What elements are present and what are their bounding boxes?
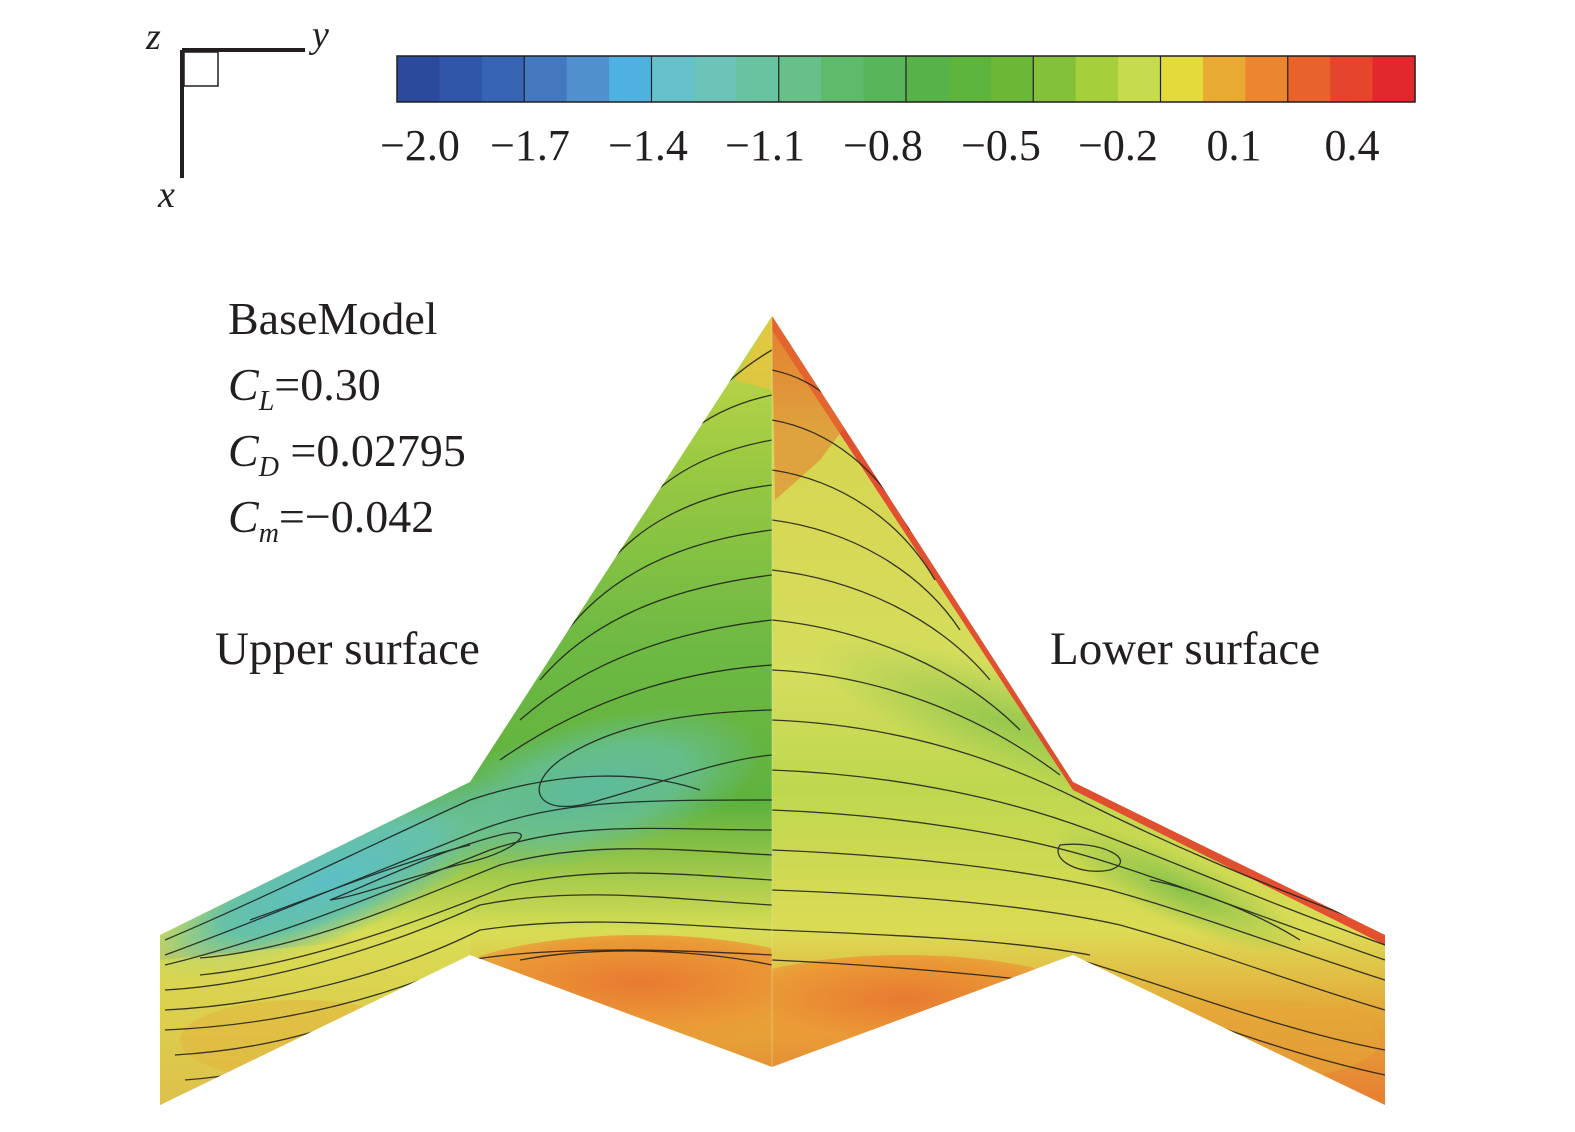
axis-triad bbox=[180, 48, 305, 178]
colorbar-frame bbox=[396, 55, 1416, 103]
lower-surface-label: Lower surface bbox=[1050, 623, 1321, 675]
moment-coefficient: Cm=−0.042 bbox=[228, 494, 434, 548]
colorbar-swatch bbox=[906, 56, 950, 102]
colorbar-swatch bbox=[1033, 56, 1077, 102]
colorbar-tick-label: −1.1 bbox=[725, 121, 805, 170]
colorbar-tick-label: 0.1 bbox=[1206, 121, 1262, 170]
drag-coefficient-symbol: C bbox=[228, 425, 259, 476]
moment-coefficient-subscript: m bbox=[258, 518, 279, 549]
drag-coefficient-subscript: D bbox=[258, 452, 279, 483]
colorbar-swatch bbox=[693, 56, 737, 102]
colorbar-swatch bbox=[566, 56, 610, 102]
axis-label-x: x bbox=[158, 174, 175, 216]
lower-surface-half bbox=[772, 316, 1385, 1105]
colorbar-swatch bbox=[1245, 56, 1289, 102]
colorbar-swatch bbox=[1330, 56, 1374, 102]
colorbar-swatch bbox=[1075, 56, 1119, 102]
colorbar-tick-label: −0.2 bbox=[1078, 121, 1158, 170]
upper-surface-half bbox=[160, 316, 772, 1105]
axis-label-y: y bbox=[312, 14, 329, 56]
colorbar-swatch bbox=[821, 56, 865, 102]
drag-coefficient-value: =0.02795 bbox=[278, 425, 466, 476]
axis-label-z: z bbox=[146, 16, 161, 58]
colorbar-swatch bbox=[863, 56, 907, 102]
colorbar bbox=[396, 55, 1416, 103]
colorbar-swatch bbox=[524, 56, 568, 102]
colorbar-tick-label: 0.4 bbox=[1324, 121, 1380, 170]
colorbar-tick-label: −0.8 bbox=[843, 121, 923, 170]
colorbar-swatch bbox=[481, 56, 525, 102]
colorbar-swatch bbox=[439, 56, 483, 102]
colorbar-tick-label: −2.0 bbox=[380, 121, 460, 170]
colorbar-swatch bbox=[1118, 56, 1162, 102]
colorbar-tick-label: −1.4 bbox=[608, 121, 688, 170]
colorbar-swatch bbox=[990, 56, 1034, 102]
colorbar-swatch bbox=[736, 56, 780, 102]
colorbar-swatch bbox=[397, 56, 441, 102]
colorbar-tick-label: −1.7 bbox=[490, 121, 570, 170]
colorbar-swatch bbox=[1160, 56, 1204, 102]
colorbar-tick-label: −0.5 bbox=[961, 121, 1041, 170]
moment-coefficient-value: =−0.042 bbox=[278, 491, 435, 542]
colorbar-swatch bbox=[609, 56, 653, 102]
lift-coefficient-value: =0.30 bbox=[274, 359, 381, 410]
lift-coefficient-subscript: L bbox=[258, 386, 275, 417]
colorbar-swatch bbox=[778, 56, 822, 102]
lift-coefficient: CL=0.30 bbox=[228, 362, 381, 416]
lift-coefficient-symbol: C bbox=[228, 359, 259, 410]
colorbar-swatch bbox=[948, 56, 992, 102]
colorbar-swatch bbox=[1202, 56, 1246, 102]
upper-surface-label: Upper surface bbox=[215, 623, 480, 675]
colorbar-swatch bbox=[1287, 56, 1331, 102]
colorbar-swatch bbox=[1372, 56, 1416, 102]
drag-coefficient: CD =0.02795 bbox=[228, 428, 466, 482]
moment-coefficient-symbol: C bbox=[228, 491, 259, 542]
colorbar-swatch bbox=[651, 56, 695, 102]
model-name: BaseModel bbox=[228, 293, 438, 344]
